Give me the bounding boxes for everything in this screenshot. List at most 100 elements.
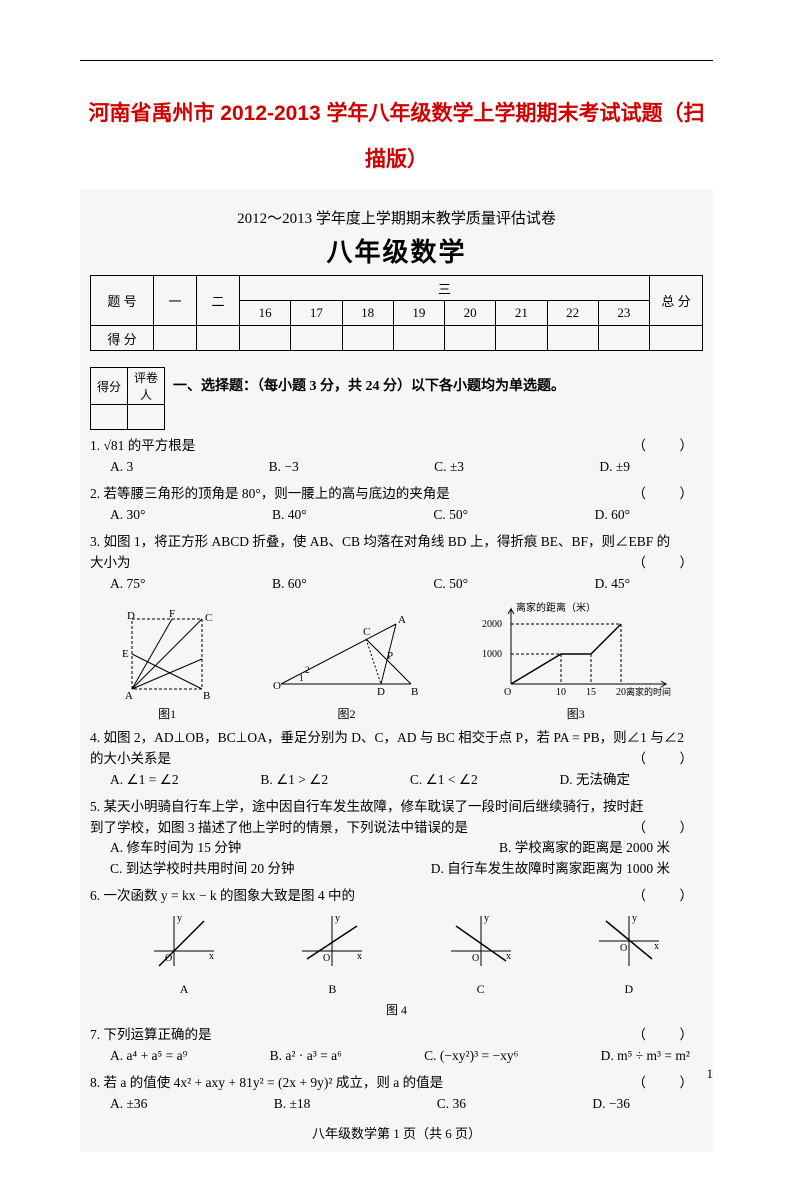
q4-opt-c: C. ∠1 < ∠2: [410, 770, 478, 791]
figure-1: D F C E A B 图1: [117, 609, 217, 722]
q3-text-2: 大小为: [90, 555, 131, 570]
answer-paren: （ ）: [633, 1025, 704, 1046]
answer-paren: （ ）: [633, 436, 704, 457]
svg-text:2000: 2000: [482, 619, 502, 630]
q4-options: A. ∠1 = ∠2 B. ∠1 > ∠2 C. ∠1 < ∠2 D. 无法确定: [110, 770, 630, 791]
svg-text:O: O: [273, 680, 281, 692]
svg-text:y: y: [484, 913, 489, 924]
exam-page-footer: 八年级数学第 1 页（共 6 页）: [90, 1123, 703, 1142]
score-cell: [445, 326, 496, 351]
top-rule: [80, 60, 713, 61]
q2-text: 2. 若等腰三角形的顶角是 80°，则一腰上的高与底边的夹角是: [90, 486, 450, 501]
svg-text:1: 1: [299, 673, 304, 683]
figure-2-label: 图2: [271, 705, 421, 722]
q5-opt-c: C. 到达学校时共用时间 20 分钟: [110, 859, 295, 880]
figure-1-label: 图1: [117, 705, 217, 722]
q3-text-1: 3. 如图 1，将正方形 ABCD 折叠，使 AB、CB 均落在对角线 BD 上…: [90, 534, 670, 549]
figure-2-svg: O C A P D B 1 2: [271, 609, 421, 699]
q8-opt-a: A. ±36: [110, 1094, 147, 1115]
svg-text:y: y: [177, 913, 182, 924]
q6-label-a: A: [149, 980, 219, 999]
q5-text-1: 5. 某天小明骑自行车上学，途中因自行车发生故障，修车耽误了一段时间后继续骑行，…: [90, 799, 644, 814]
q3-opt-d: D. 45°: [595, 574, 630, 595]
score-col-1: 一: [154, 276, 197, 326]
q6-graphs: xyO A xyO B xyO C xyO D: [110, 911, 703, 999]
svg-text:A: A: [125, 690, 133, 699]
score-sub-19: 19: [393, 301, 444, 326]
q3-options: A. 75° B. 60° C. 50° D. 45°: [110, 574, 630, 595]
score-cell: [291, 326, 342, 351]
q3-opt-c: C. 50°: [433, 574, 468, 595]
q5-opt-b: B. 学校离家的距离是 2000 米: [499, 838, 670, 859]
svg-text:D: D: [127, 610, 135, 622]
score-sub-18: 18: [342, 301, 393, 326]
q4-text-1: 4. 如图 2，AD⊥OB，BC⊥OA，垂足分别为 D、C，AD 与 BC 相交…: [90, 730, 684, 745]
score-cell: [240, 326, 291, 351]
score-cell: [650, 326, 703, 351]
question-7: （ ） 7. 下列运算正确的是 A. a⁴ + a⁵ = a⁹ B. a² · …: [90, 1025, 703, 1067]
q1-opt-b: B. −3: [269, 457, 299, 478]
score-sub-20: 20: [445, 301, 496, 326]
svg-text:20: 20: [616, 687, 626, 698]
q7-opt-d: D. m⁵ ÷ m³ = m²: [601, 1046, 690, 1067]
score-sub-17: 17: [291, 301, 342, 326]
section-1-heading: 一、选择题：（每小题 3 分，共 24 分）以下各小题均为单选题。: [90, 361, 703, 395]
svg-text:D: D: [377, 686, 385, 698]
q4-opt-d: D. 无法确定: [559, 770, 630, 791]
score-col-total: 总 分: [650, 276, 703, 326]
q2-options: A. 30° B. 40° C. 50° D. 60°: [110, 505, 630, 526]
scanned-exam: 2012～2013 学年度上学期期末教学质量评估试卷 八年级数学 题 号 一 二…: [80, 189, 713, 1152]
svg-text:B: B: [203, 690, 210, 699]
q7-opt-b: B. a² · a³ = a⁶: [270, 1046, 342, 1067]
document-title: 河南省禹州市 2012-2013 学年八年级数学上学期期末考试试题（扫描版）: [80, 91, 713, 183]
q7-options: A. a⁴ + a⁵ = a⁹ B. a² · a³ = a⁶ C. (−xy²…: [110, 1046, 690, 1067]
question-6: （ ） 6. 一次函数 y = kx − k 的图象大致是图 4 中的 xyO …: [90, 886, 703, 1019]
q1-opt-c: C. ±3: [434, 457, 464, 478]
q5-opt-a: A. 修车时间为 15 分钟: [110, 838, 241, 859]
score-header-label: 题 号: [91, 276, 154, 326]
answer-paren: （ ）: [633, 749, 704, 770]
score-row2-label: 得 分: [91, 326, 154, 351]
answer-paren: （ ）: [633, 1073, 704, 1094]
score-table: 题 号 一 二 三 总 分 16 17 18 19 20 21 22 23 得 …: [90, 275, 703, 351]
question-8: （ ） 8. 若 a 的值使 4x² + axy + 81y² = (2x + …: [90, 1073, 703, 1115]
q1-options: A. 3 B. −3 C. ±3 D. ±9: [110, 457, 630, 478]
svg-text:P: P: [387, 650, 393, 662]
q1-opt-a: A. 3: [110, 457, 133, 478]
grader-name-label: 评卷人: [128, 368, 165, 405]
q2-opt-c: C. 50°: [433, 505, 468, 526]
answer-paren: （ ）: [633, 553, 704, 574]
question-3: 3. 如图 1，将正方形 ABCD 折叠，使 AB、CB 均落在对角线 BD 上…: [90, 532, 703, 595]
score-sub-21: 21: [496, 301, 547, 326]
svg-text:x: x: [209, 951, 214, 962]
score-cell: [393, 326, 444, 351]
score-cell: [598, 326, 649, 351]
score-cell: [547, 326, 598, 351]
svg-text:O: O: [504, 687, 511, 698]
q8-opt-d: D. −36: [592, 1094, 630, 1115]
q1-text: 1. √81 的平方根是: [90, 438, 195, 453]
figure-1-svg: D F C E A B: [117, 609, 217, 699]
answer-paren: （ ）: [633, 484, 704, 505]
q5-options: A. 修车时间为 15 分钟 B. 学校离家的距离是 2000 米 C. 到达学…: [110, 838, 703, 880]
q8-text: 8. 若 a 的值使 4x² + axy + 81y² = (2x + 9y)²…: [90, 1075, 443, 1090]
figure-3-label: 图3: [476, 705, 676, 722]
score-cell: [197, 326, 240, 351]
svg-text:x: x: [506, 951, 511, 962]
q8-options: A. ±36 B. ±18 C. 36 D. −36: [110, 1094, 630, 1115]
grader-cell: [128, 405, 165, 430]
question-4: 4. 如图 2，AD⊥OB，BC⊥OA，垂足分别为 D、C，AD 与 BC 相交…: [90, 728, 703, 791]
svg-text:O: O: [323, 953, 330, 964]
svg-text:E: E: [122, 648, 129, 660]
svg-text:O: O: [472, 953, 479, 964]
score-col-3: 三: [240, 276, 650, 301]
figure-3-svg: 1000 2000 10 15 20 O 离家的距离（米） 离家的时间（分钟）: [476, 599, 676, 699]
score-cell: [342, 326, 393, 351]
figure-3: 1000 2000 10 15 20 O 离家的距离（米） 离家的时间（分钟） …: [476, 599, 676, 722]
q6-text: 6. 一次函数 y = kx − k 的图象大致是图 4 中的: [90, 888, 355, 903]
q6-label-b: B: [297, 980, 367, 999]
svg-text:C: C: [363, 626, 370, 638]
q2-opt-d: D. 60°: [595, 505, 630, 526]
svg-text:x: x: [357, 951, 362, 962]
svg-text:y: y: [335, 913, 340, 924]
